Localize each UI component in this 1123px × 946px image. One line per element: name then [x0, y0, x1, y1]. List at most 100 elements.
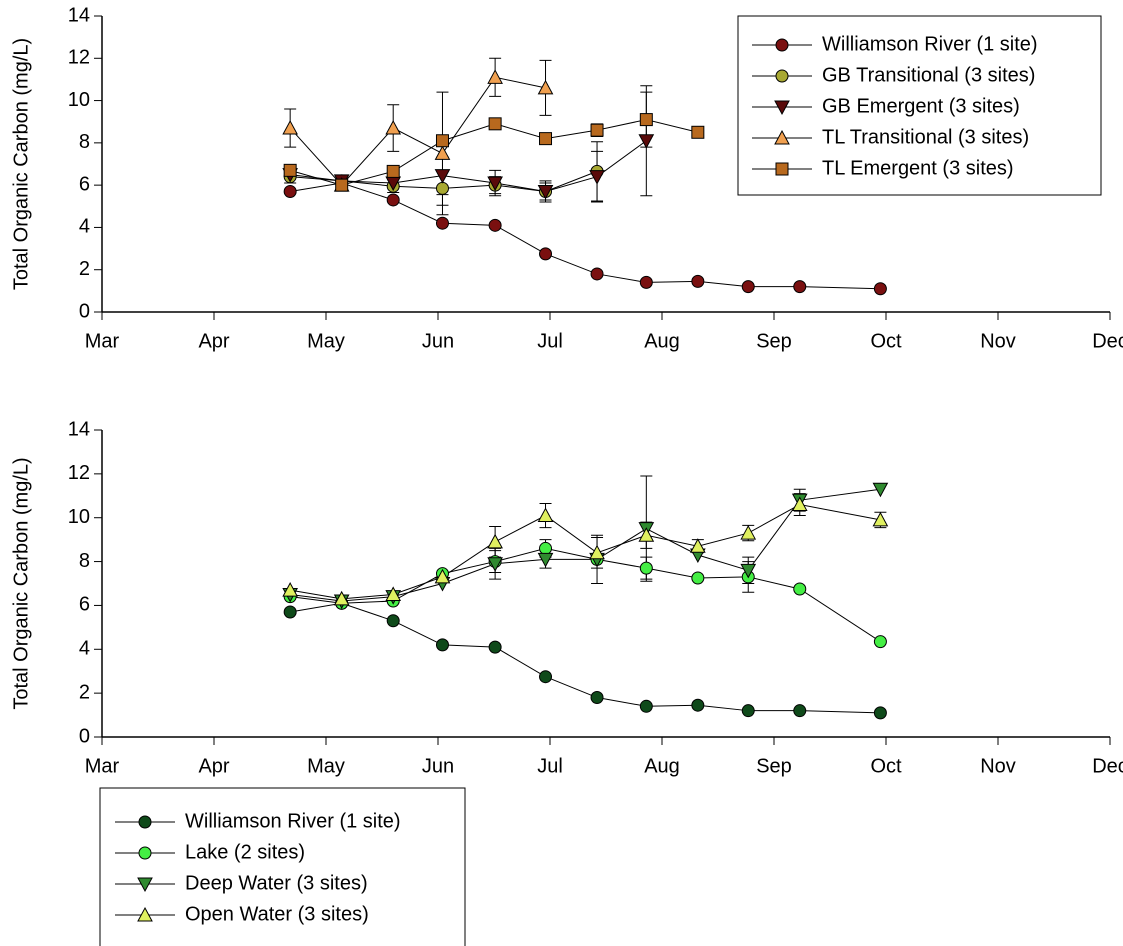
x-tick-label: May	[307, 755, 345, 777]
x-tick-label: Dec	[1092, 755, 1123, 777]
series-line	[289, 76, 546, 186]
x-tick-label: Jun	[422, 755, 454, 777]
legend-label: GB Emergent (3 sites)	[822, 95, 1020, 117]
x-tick-label: Sep	[756, 330, 792, 352]
x-tick-label: Jul	[537, 755, 563, 777]
series-line	[290, 488, 881, 602]
marker	[639, 699, 653, 713]
marker	[638, 134, 655, 149]
marker	[537, 79, 554, 95]
y-tick-label: 0	[79, 725, 90, 747]
marker	[639, 275, 653, 289]
y-tick-label: 6	[79, 173, 90, 195]
marker	[138, 815, 152, 829]
marker	[333, 590, 350, 606]
marker	[639, 561, 653, 575]
marker	[740, 563, 757, 579]
y-tick-label: 6	[79, 594, 90, 616]
y-axis-label: Total Organic Carbon (mg/L)	[10, 457, 32, 709]
legend-box	[99, 787, 466, 946]
marker	[488, 218, 502, 232]
legend-label: TL Emergent (3 sites)	[822, 157, 1014, 179]
marker	[386, 614, 400, 628]
y-tick-label: 4	[79, 638, 90, 660]
y-tick-label: 12	[68, 47, 90, 69]
marker	[639, 113, 653, 127]
legend-label: Williamson River (1 site)	[185, 810, 401, 832]
marker	[590, 123, 604, 137]
y-tick-label: 12	[68, 462, 90, 484]
y-tick-label: 14	[68, 4, 90, 26]
marker	[487, 176, 503, 192]
marker	[435, 638, 449, 652]
marker	[335, 178, 349, 192]
marker	[775, 69, 789, 83]
marker	[872, 482, 889, 498]
x-tick-label: Apr	[198, 330, 229, 352]
marker	[283, 184, 297, 198]
marker	[537, 552, 554, 568]
x-tick-label: Apr	[198, 755, 229, 777]
marker	[873, 635, 887, 649]
marker	[137, 877, 153, 893]
marker	[872, 511, 889, 527]
legend-label: GB Transitional (3 sites)	[822, 64, 1035, 86]
x-tick-label: Mar	[85, 330, 120, 352]
marker	[873, 282, 887, 296]
marker	[589, 544, 605, 560]
series-line	[290, 602, 881, 714]
x-tick-label: Oct	[870, 330, 902, 352]
marker	[385, 586, 402, 601]
series-line	[290, 547, 881, 643]
marker	[691, 698, 705, 712]
marker	[539, 670, 553, 684]
y-tick-label: 2	[79, 681, 90, 703]
marker	[691, 571, 705, 585]
marker	[537, 184, 554, 200]
marker	[435, 181, 449, 195]
marker	[488, 117, 502, 131]
marker	[638, 527, 655, 542]
marker	[775, 162, 789, 176]
marker	[487, 533, 503, 549]
marker	[741, 704, 755, 718]
marker	[690, 538, 706, 553]
x-tick-label: Jul	[537, 330, 563, 352]
marker	[282, 120, 298, 135]
series-line	[290, 140, 647, 192]
legend-box	[737, 15, 1102, 196]
marker	[691, 125, 705, 139]
marker	[434, 568, 451, 584]
legend-label: Williamson River (1 site)	[822, 33, 1038, 55]
x-tick-label: Nov	[980, 330, 1016, 352]
x-tick-label: Jun	[422, 330, 454, 352]
marker	[386, 164, 400, 178]
marker	[488, 640, 502, 654]
series-line	[290, 504, 881, 600]
x-tick-label: Aug	[644, 755, 680, 777]
marker	[741, 280, 755, 294]
marker	[537, 507, 554, 523]
marker	[590, 267, 604, 281]
marker	[740, 525, 757, 540]
marker	[487, 557, 503, 572]
x-tick-label: Dec	[1092, 330, 1123, 352]
marker	[137, 906, 153, 922]
x-tick-label: May	[307, 330, 345, 352]
y-tick-label: 2	[79, 258, 90, 280]
marker	[774, 100, 790, 116]
legend-label: Lake (2 sites)	[185, 841, 305, 863]
legend-label: Open Water (3 sites)	[185, 903, 369, 925]
marker	[385, 120, 402, 135]
marker	[793, 280, 807, 294]
series-line	[290, 182, 881, 290]
marker	[793, 582, 807, 596]
marker	[774, 129, 790, 145]
x-tick-label: Sep	[756, 755, 792, 777]
marker	[435, 134, 449, 148]
y-tick-label: 0	[79, 300, 90, 322]
marker	[434, 145, 451, 160]
marker	[775, 38, 789, 52]
marker	[539, 541, 553, 555]
legend-label: TL Transitional (3 sites)	[822, 126, 1029, 148]
